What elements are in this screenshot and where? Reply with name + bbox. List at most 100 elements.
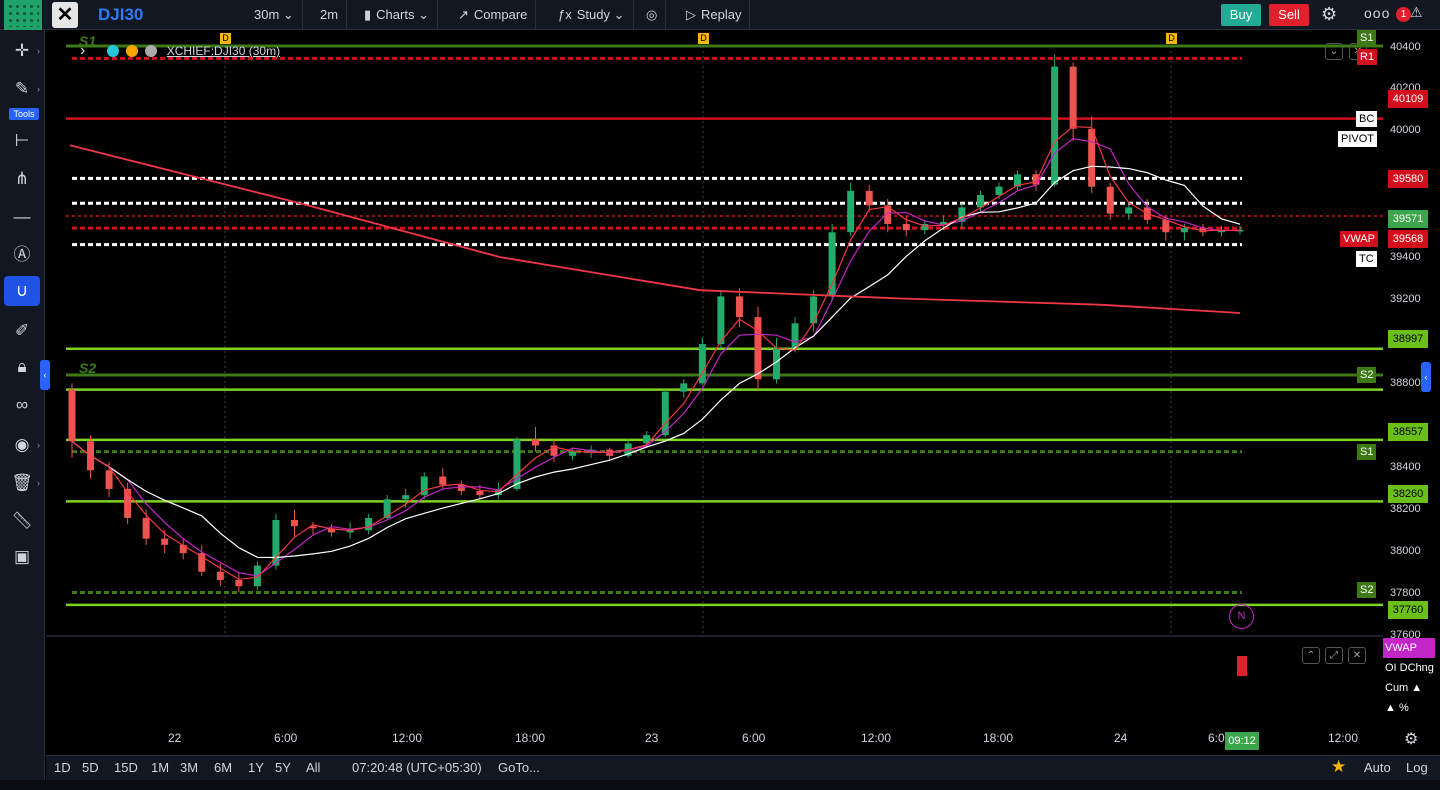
sub-legend-pct: ▲ % bbox=[1383, 698, 1435, 718]
candle-body bbox=[161, 538, 169, 545]
instagram-icon[interactable]: ◎ bbox=[638, 0, 667, 30]
time-tick: 22 bbox=[168, 731, 182, 745]
log-scale-button[interactable]: Log bbox=[1406, 760, 1428, 775]
price-tick: 37800 bbox=[1390, 587, 1421, 599]
screenshot-tool[interactable]: ▣ bbox=[4, 542, 40, 572]
app-logo[interactable] bbox=[4, 0, 42, 30]
charts-dropdown[interactable]: ▮ Charts ⌄ bbox=[356, 0, 438, 30]
x-icon[interactable]: ✕ bbox=[52, 2, 78, 28]
moving-average-white bbox=[71, 165, 1241, 559]
candle-body bbox=[105, 470, 113, 489]
range-all[interactable]: All bbox=[306, 760, 321, 775]
s2-level-label: S2 bbox=[1357, 367, 1377, 383]
buy-button[interactable]: Buy bbox=[1221, 4, 1261, 26]
candle-body bbox=[272, 520, 280, 566]
collapse-left-button[interactable]: ‹ bbox=[40, 360, 50, 390]
symbol-name[interactable]: DJI30 bbox=[98, 5, 144, 24]
candle-body bbox=[1032, 174, 1040, 185]
warning-icon[interactable]: ⚠ bbox=[1410, 4, 1423, 20]
chevron-down-icon[interactable]: ⌄ bbox=[1325, 43, 1343, 60]
fx-icon: ƒx bbox=[558, 7, 572, 22]
horizontal-line-tool[interactable]: — bbox=[4, 202, 40, 232]
star-icon[interactable]: ★ bbox=[1331, 757, 1347, 776]
candle-body bbox=[569, 451, 577, 456]
time-tick: 12:00 bbox=[861, 731, 892, 745]
pattern-tool[interactable]: ⋔ bbox=[4, 164, 40, 194]
dividend-marker[interactable]: D bbox=[1166, 33, 1177, 44]
trendline-tool[interactable]: ⊢ bbox=[4, 126, 40, 156]
chevron-right-icon: › bbox=[37, 84, 40, 94]
candle-body bbox=[365, 517, 373, 531]
lock-tool[interactable]: 🔒︎ bbox=[4, 352, 40, 382]
auto-scale-button[interactable]: Auto bbox=[1364, 760, 1391, 775]
time-tick: 18:00 bbox=[515, 731, 546, 745]
notification-badge[interactable]: 1 bbox=[1396, 7, 1411, 22]
more-icon[interactable]: ooo bbox=[1364, 5, 1391, 21]
interval2-button[interactable]: 2m bbox=[312, 0, 348, 30]
footer-strip bbox=[0, 780, 1440, 790]
interval-dropdown[interactable]: 30m ⌄ bbox=[246, 0, 303, 30]
crosshair-tool[interactable]: ✛ › bbox=[4, 36, 40, 66]
s1-level-label: S1 bbox=[1357, 30, 1377, 46]
clock: 07:20:48 (UTC+05:30) bbox=[352, 760, 482, 775]
range-1d[interactable]: 1D bbox=[54, 760, 71, 775]
time-tick: 24 bbox=[1114, 731, 1128, 745]
close-icon[interactable]: ✕ bbox=[1348, 647, 1366, 664]
candle-body bbox=[680, 383, 688, 392]
candle-body bbox=[698, 344, 706, 384]
range-1m[interactable]: 1M bbox=[151, 760, 170, 775]
compare-button[interactable]: ↗ Compare bbox=[450, 0, 537, 30]
magnet-tool[interactable]: ∪ bbox=[4, 276, 40, 306]
candle-body bbox=[383, 499, 391, 518]
link-icon: ∞ bbox=[15, 395, 29, 414]
trash-tool[interactable]: 🗑︎ › bbox=[4, 468, 40, 498]
legend-title[interactable]: XCHIEF:DJI30 (30m) bbox=[166, 44, 281, 58]
chart-legend[interactable]: › XCHIEF:DJI30 (30m) bbox=[80, 42, 280, 60]
vwap-level-label: VWAP bbox=[1340, 231, 1378, 247]
text-tool[interactable]: Ⓐ bbox=[4, 240, 40, 270]
replay-button[interactable]: ▷ Replay bbox=[678, 0, 751, 30]
gear-icon[interactable]: ⚙ bbox=[1321, 4, 1338, 24]
range-6m[interactable]: 6M bbox=[214, 760, 233, 775]
settings-icon[interactable]: ⚙ bbox=[1404, 731, 1419, 748]
chevron-right-icon[interactable]: › bbox=[80, 42, 86, 59]
price-tick: 40400 bbox=[1390, 41, 1421, 53]
candle-body bbox=[328, 528, 336, 533]
collapse-right-button[interactable]: ‹ bbox=[1421, 362, 1431, 392]
tools-label: Tools bbox=[9, 108, 39, 120]
candle-body bbox=[1069, 66, 1077, 129]
link-tool[interactable]: ∞ bbox=[4, 390, 40, 420]
chevron-down-icon: ⌄ bbox=[418, 7, 429, 22]
range-5y[interactable]: 5Y bbox=[275, 760, 291, 775]
range-15d[interactable]: 15D bbox=[114, 760, 138, 775]
range-5d[interactable]: 5D bbox=[82, 760, 99, 775]
candle-body bbox=[958, 207, 966, 222]
candle-body bbox=[531, 439, 539, 446]
time-tick: 18:00 bbox=[983, 731, 1014, 745]
candle-body bbox=[309, 526, 317, 529]
chevron-up-icon[interactable]: ⌃ bbox=[1302, 647, 1320, 664]
sell-button[interactable]: Sell bbox=[1269, 4, 1309, 26]
maximize-icon[interactable]: ⤢ bbox=[1325, 647, 1343, 664]
chevron-right-icon: › bbox=[37, 440, 40, 450]
price-tag-37760: 37760 bbox=[1388, 601, 1428, 619]
candle-body bbox=[346, 530, 354, 533]
ruler-tool[interactable]: 📏︎ bbox=[4, 506, 40, 536]
dividend-marker[interactable]: D bbox=[698, 33, 709, 44]
dividend-marker[interactable]: D bbox=[220, 33, 231, 44]
study-dropdown[interactable]: ƒx Study ⌄ bbox=[550, 0, 634, 30]
candle-body bbox=[235, 580, 243, 587]
range-3m[interactable]: 3M bbox=[180, 760, 199, 775]
candle-body bbox=[1180, 228, 1188, 233]
goto-button[interactable]: GoTo... bbox=[498, 760, 540, 775]
eye-tool[interactable]: ◉ › bbox=[4, 430, 40, 460]
range-1y[interactable]: 1Y bbox=[248, 760, 264, 775]
pencil-tool[interactable]: ✎ › bbox=[4, 74, 40, 104]
brush-tool[interactable]: ✐ bbox=[4, 316, 40, 346]
candle-body bbox=[717, 296, 725, 345]
compare-icon: ↗ bbox=[458, 7, 469, 22]
coin-icon bbox=[126, 45, 139, 57]
candle-body bbox=[661, 391, 669, 436]
news-badge[interactable]: N bbox=[1229, 604, 1254, 629]
